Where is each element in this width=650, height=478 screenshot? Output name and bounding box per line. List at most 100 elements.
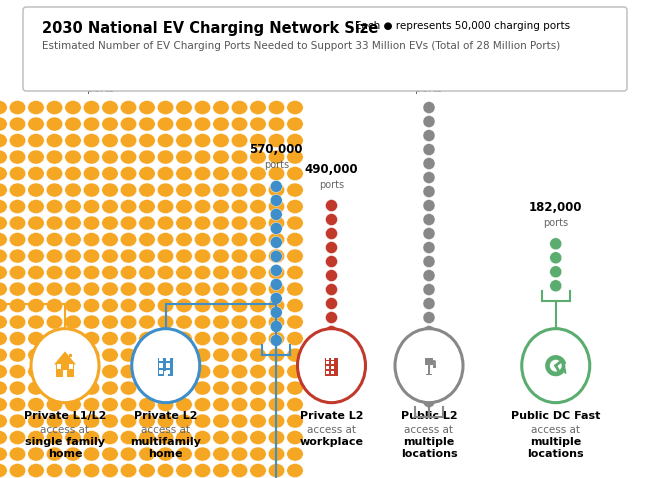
Ellipse shape [250,315,266,329]
Text: single family
home: single family home [25,437,105,459]
Ellipse shape [231,166,248,181]
Ellipse shape [46,233,62,247]
Bar [166,357,170,361]
Ellipse shape [157,398,174,412]
Ellipse shape [287,299,303,313]
Ellipse shape [176,249,192,263]
Text: access at: access at [40,424,90,435]
Ellipse shape [287,315,303,329]
Ellipse shape [250,414,266,428]
Ellipse shape [213,282,229,296]
Ellipse shape [194,315,211,329]
Ellipse shape [139,266,155,280]
Ellipse shape [46,166,62,181]
Ellipse shape [231,150,248,164]
Bar [325,358,338,376]
Ellipse shape [65,249,81,263]
Ellipse shape [102,150,118,164]
Ellipse shape [46,414,62,428]
Ellipse shape [28,315,44,329]
Ellipse shape [0,183,7,197]
Ellipse shape [28,332,44,346]
Bar [326,366,329,369]
Ellipse shape [0,249,7,263]
Ellipse shape [231,431,248,445]
Ellipse shape [326,326,337,337]
Ellipse shape [287,183,303,197]
Ellipse shape [9,166,26,181]
Ellipse shape [28,216,44,230]
Text: 2030 National EV Charging Network Size: 2030 National EV Charging Network Size [42,21,378,36]
Ellipse shape [120,233,136,247]
Ellipse shape [270,222,282,234]
Ellipse shape [102,431,118,445]
Ellipse shape [287,431,303,445]
Ellipse shape [268,414,285,428]
Bar [425,358,433,365]
Ellipse shape [213,199,229,214]
Text: access at: access at [141,424,190,435]
Ellipse shape [287,233,303,247]
Ellipse shape [326,312,337,324]
Ellipse shape [423,143,435,155]
Ellipse shape [83,431,99,445]
Ellipse shape [213,233,229,247]
Ellipse shape [194,233,211,247]
Ellipse shape [102,166,118,181]
Ellipse shape [65,348,81,362]
Ellipse shape [231,100,248,115]
Ellipse shape [83,414,99,428]
Ellipse shape [250,282,266,296]
Ellipse shape [83,348,99,362]
Ellipse shape [213,365,229,379]
Ellipse shape [102,117,118,131]
Ellipse shape [120,414,136,428]
Ellipse shape [120,332,136,346]
Ellipse shape [65,199,81,214]
Ellipse shape [0,100,7,115]
Ellipse shape [139,183,155,197]
Ellipse shape [46,100,62,115]
Ellipse shape [46,365,62,379]
Ellipse shape [9,266,26,280]
Ellipse shape [213,398,229,412]
Ellipse shape [83,464,99,478]
Text: multifamily
home: multifamily home [130,437,202,459]
Text: ports: ports [543,218,568,228]
Ellipse shape [423,270,435,282]
Ellipse shape [157,282,174,296]
Ellipse shape [120,431,136,445]
Bar [331,357,334,359]
Ellipse shape [9,414,26,428]
Ellipse shape [9,199,26,214]
Ellipse shape [231,447,248,461]
Bar [166,363,170,368]
Bar [434,366,436,368]
Ellipse shape [83,249,99,263]
Ellipse shape [9,381,26,395]
Ellipse shape [9,233,26,247]
Ellipse shape [65,414,81,428]
Ellipse shape [231,133,248,148]
Ellipse shape [120,166,136,181]
Ellipse shape [231,216,248,230]
Ellipse shape [9,249,26,263]
Ellipse shape [0,150,7,164]
Ellipse shape [176,464,192,478]
Ellipse shape [83,365,99,379]
Ellipse shape [65,100,81,115]
Ellipse shape [194,365,211,379]
Ellipse shape [65,266,81,280]
Ellipse shape [250,447,266,461]
Ellipse shape [157,299,174,313]
Ellipse shape [250,332,266,346]
Ellipse shape [270,335,282,347]
Ellipse shape [326,270,337,282]
Ellipse shape [0,216,7,230]
Ellipse shape [231,282,248,296]
Text: workplace: workplace [300,437,363,446]
Bar [56,364,74,377]
Ellipse shape [250,266,266,280]
Ellipse shape [270,180,282,193]
Ellipse shape [83,447,99,461]
